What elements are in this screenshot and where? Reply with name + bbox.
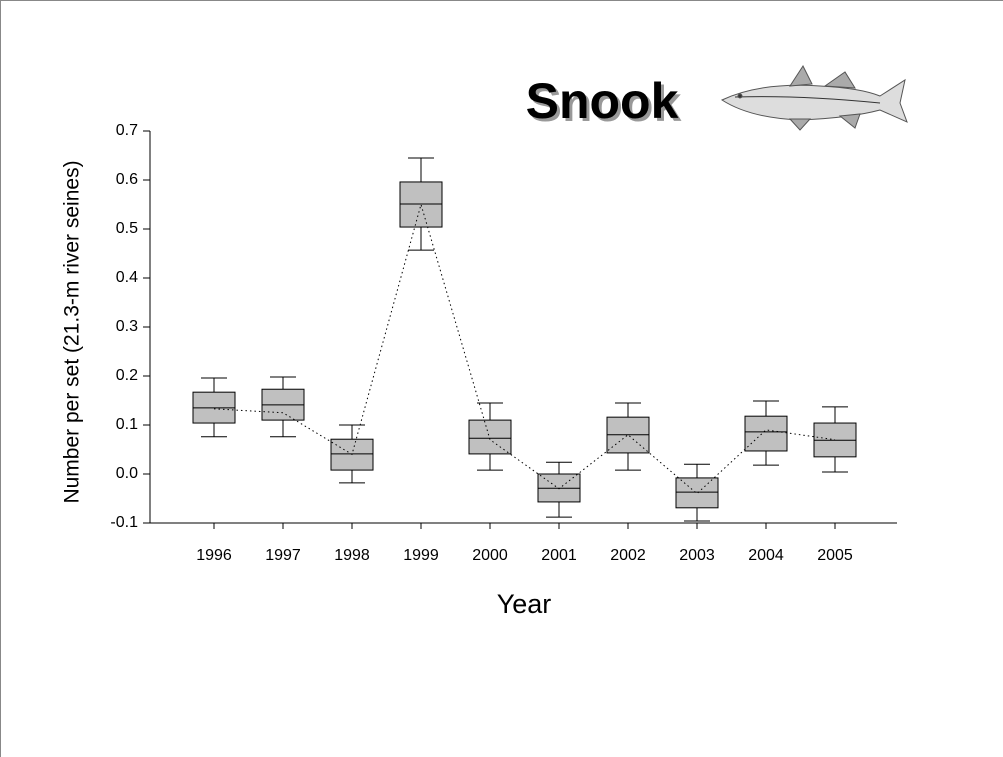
y-tick-label: 0.2 xyxy=(116,367,138,384)
y-tick-label: 0.5 xyxy=(116,220,138,237)
x-tick-label: 2001 xyxy=(541,547,577,564)
y-axis-label: Number per set (21.3-m river seines) xyxy=(61,160,84,503)
x-tick-label: 2005 xyxy=(817,547,853,564)
y-tick-label: 0.4 xyxy=(116,269,138,286)
x-tick-label: 2000 xyxy=(472,547,508,564)
x-tick-label: 1999 xyxy=(403,547,439,564)
x-axis-label: Year xyxy=(497,589,552,619)
y-tick-label: 0.7 xyxy=(116,122,138,139)
y-tick-label: 0.6 xyxy=(116,171,138,188)
y-tick-label: 0.3 xyxy=(116,318,138,335)
y-tick-label: 0.0 xyxy=(116,465,138,482)
box xyxy=(675,477,719,509)
x-tick-label: 1996 xyxy=(196,547,232,564)
y-tick-label: 0.1 xyxy=(116,416,138,433)
box xyxy=(744,415,788,452)
chart-title-shadow: Snook xyxy=(529,76,682,132)
box xyxy=(468,419,512,455)
y-tick-label: -0.1 xyxy=(110,514,138,531)
x-tick-label: 2003 xyxy=(679,547,715,564)
x-tick-label: 1998 xyxy=(334,547,370,564)
mean-line xyxy=(213,202,836,495)
x-tick-label: 2004 xyxy=(748,547,784,564)
x-tick-label: 1997 xyxy=(265,547,301,564)
x-tick-label: 2002 xyxy=(610,547,646,564)
fish-icon xyxy=(720,64,908,131)
chart-title: Snook xyxy=(526,73,679,129)
